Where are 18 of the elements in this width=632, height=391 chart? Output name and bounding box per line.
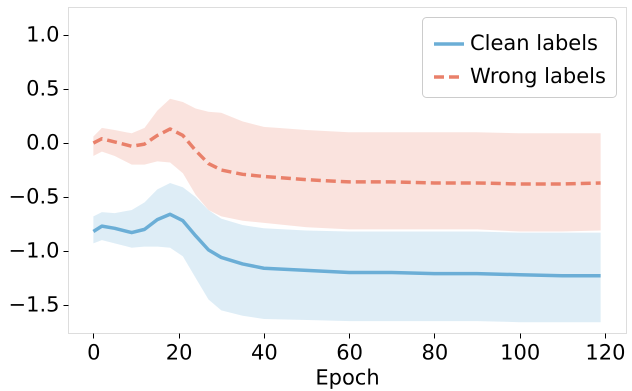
y-tick-label: −1.5: [8, 292, 60, 316]
y-tick-label: −0.5: [8, 184, 60, 208]
x-axis-title: Epoch: [315, 366, 380, 390]
x-tick-label: 40: [251, 340, 278, 364]
line-series: [92, 212, 602, 278]
x-tick-label: 20: [166, 340, 192, 364]
y-tick-label: −1.0: [8, 238, 60, 262]
y-tick-label: 0.0: [26, 130, 60, 155]
y-tick-label: 1.0: [26, 22, 60, 47]
line-series: [92, 127, 602, 186]
x-tick-label: 100: [500, 340, 540, 364]
x-tick-label: 0: [87, 340, 101, 364]
legend-label: Clean labels: [470, 31, 598, 55]
x-tick-label: 120: [585, 340, 626, 364]
x-tick-label: 60: [336, 340, 363, 364]
x-tick-label: 80: [422, 340, 448, 364]
y-tick-label: 0.5: [26, 76, 60, 101]
legend-label: Wrong labels: [470, 64, 606, 88]
